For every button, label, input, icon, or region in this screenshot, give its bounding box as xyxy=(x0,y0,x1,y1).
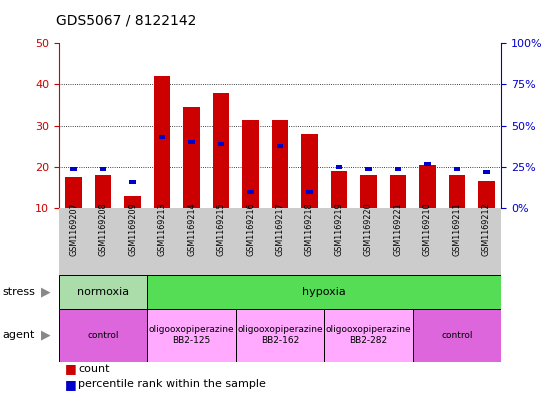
Bar xyxy=(159,135,165,140)
Text: stress: stress xyxy=(3,287,36,297)
Text: ■: ■ xyxy=(64,378,76,391)
Text: oligooxopiperazine
BB2-125: oligooxopiperazine BB2-125 xyxy=(149,325,234,345)
Bar xyxy=(236,309,324,362)
Bar xyxy=(213,93,229,208)
Bar xyxy=(419,165,436,208)
Bar xyxy=(454,167,460,171)
Text: ▶: ▶ xyxy=(41,285,50,298)
Text: control: control xyxy=(87,331,119,340)
Bar xyxy=(124,196,141,208)
Text: GDS5067 / 8122142: GDS5067 / 8122142 xyxy=(56,14,197,28)
Bar xyxy=(242,119,259,208)
Bar xyxy=(395,167,401,171)
Bar xyxy=(277,143,283,148)
Bar xyxy=(154,76,170,208)
Text: ■: ■ xyxy=(64,362,76,375)
Bar xyxy=(71,167,77,171)
Bar xyxy=(59,275,147,309)
Bar xyxy=(184,107,199,208)
Bar xyxy=(449,175,465,208)
Bar xyxy=(95,175,111,208)
Bar xyxy=(483,170,489,174)
Bar xyxy=(188,140,195,144)
Bar xyxy=(272,119,288,208)
Bar xyxy=(129,180,136,184)
Bar xyxy=(324,309,413,362)
Bar xyxy=(218,142,224,146)
Text: oligooxopiperazine
BB2-162: oligooxopiperazine BB2-162 xyxy=(237,325,323,345)
Bar xyxy=(147,275,501,309)
Bar xyxy=(336,165,342,169)
Bar xyxy=(413,309,501,362)
Text: count: count xyxy=(78,364,110,374)
Bar xyxy=(59,309,147,362)
Text: percentile rank within the sample: percentile rank within the sample xyxy=(78,379,266,389)
Bar xyxy=(147,309,236,362)
Bar xyxy=(361,175,376,208)
Text: agent: agent xyxy=(3,330,35,340)
Bar xyxy=(478,182,494,208)
Bar xyxy=(365,167,372,171)
Text: hypoxia: hypoxia xyxy=(302,287,346,297)
Text: control: control xyxy=(441,331,473,340)
Bar xyxy=(100,167,106,171)
Bar xyxy=(306,190,312,194)
Text: normoxia: normoxia xyxy=(77,287,129,297)
Bar xyxy=(301,134,318,208)
Bar xyxy=(248,190,254,194)
Text: oligooxopiperazine
BB2-282: oligooxopiperazine BB2-282 xyxy=(326,325,411,345)
Bar xyxy=(390,175,406,208)
Text: ▶: ▶ xyxy=(41,329,50,342)
Bar xyxy=(66,177,82,208)
Bar xyxy=(424,162,431,166)
Bar xyxy=(331,171,347,208)
